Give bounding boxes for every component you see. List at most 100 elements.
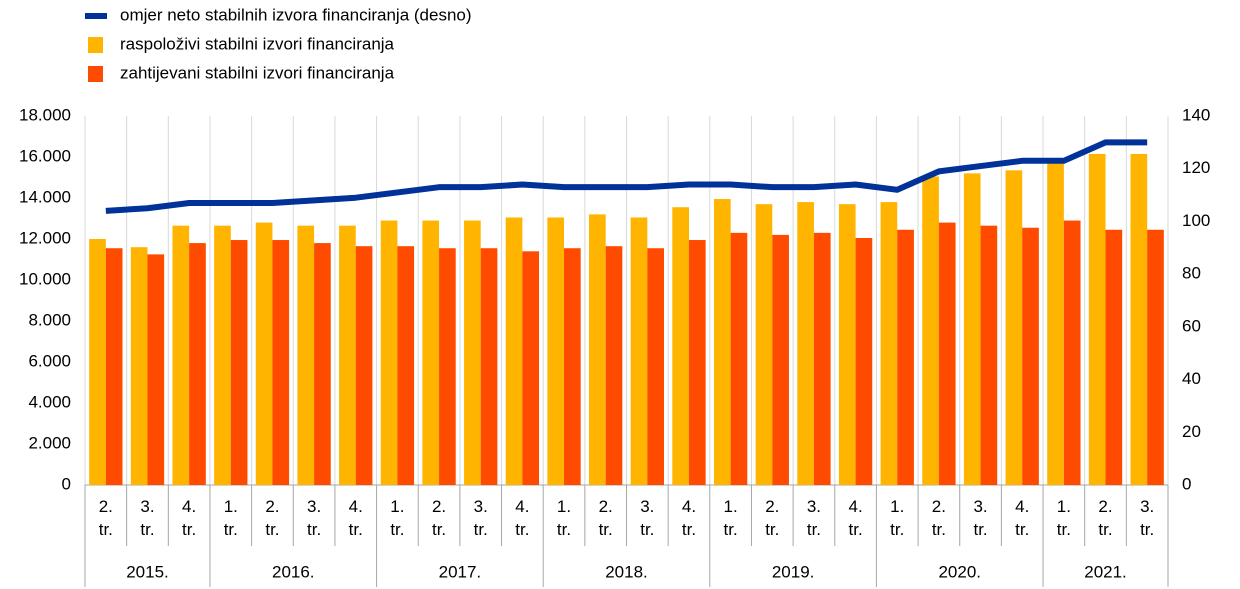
- bar: [980, 225, 998, 486]
- bar: [339, 225, 356, 486]
- bar: [130, 247, 148, 485]
- x-tick-label: 2. tr.: [99, 497, 113, 539]
- legend-swatch: [88, 37, 103, 53]
- bar: [605, 246, 623, 485]
- bar: [1022, 227, 1039, 485]
- bar: [147, 254, 165, 485]
- y-tick-label: 0: [62, 474, 71, 493]
- bar: [297, 225, 315, 486]
- y2-tick-label: 60: [1182, 316, 1201, 335]
- y2-tick-label: 0: [1182, 474, 1191, 493]
- y2-tick-label: 120: [1182, 158, 1210, 177]
- bar: [1130, 153, 1148, 486]
- bar: [713, 199, 731, 485]
- y-tick-label: 4.000: [28, 392, 71, 411]
- bar: [630, 217, 648, 485]
- x-tick-label: 3. tr.: [640, 497, 654, 539]
- bar: [564, 248, 581, 485]
- y2-tick-label: 40: [1182, 369, 1201, 388]
- y-tick-label: 14.000: [19, 187, 71, 206]
- bar: [89, 239, 106, 485]
- x-tick-label: 2. tr.: [432, 497, 446, 539]
- x-tick-label: 4. tr.: [182, 497, 196, 539]
- legend-swatch: [88, 66, 103, 82]
- bar: [380, 220, 398, 486]
- bar: [755, 204, 773, 485]
- bar: [214, 225, 231, 486]
- bar: [938, 222, 956, 485]
- bar: [355, 246, 373, 485]
- bar: [963, 173, 981, 485]
- y2-tick-label: 140: [1182, 105, 1210, 124]
- x-tick-label: 4. tr.: [682, 497, 696, 539]
- bar: [172, 225, 190, 486]
- x-tick-label: 1. tr.: [890, 497, 904, 539]
- bar: [730, 232, 748, 485]
- y-tick-label: 10.000: [19, 269, 71, 288]
- line: [105, 139, 1148, 214]
- x-tick-label: 3. tr.: [807, 497, 821, 539]
- bar: [105, 248, 123, 485]
- x-tick-label: 1. tr.: [390, 497, 404, 539]
- group-label: 2016.: [272, 562, 315, 581]
- x-tick-label: 4. tr.: [515, 497, 529, 539]
- group-label: 2018.: [605, 562, 648, 581]
- y-tick-label: 16.000: [19, 146, 71, 165]
- bar: [422, 220, 440, 486]
- x-tick-label: 2. tr.: [265, 497, 279, 539]
- bar: [922, 176, 939, 485]
- legend-label: raspoloživi stabilni izvori financiranja: [120, 34, 395, 53]
- bar: [1005, 170, 1023, 485]
- y-tick-label: 18.000: [19, 105, 71, 124]
- bar: [897, 229, 914, 485]
- bar: [230, 240, 248, 485]
- bar: [772, 234, 789, 485]
- bar: [189, 243, 206, 485]
- x-tick-label: 3. tr.: [474, 497, 488, 539]
- y-tick-label: 12.000: [19, 228, 71, 247]
- x-tick-label: 3. tr.: [973, 497, 987, 539]
- x-tick-label: 4. tr.: [849, 497, 863, 539]
- bar: [797, 202, 814, 485]
- x-tick-label: 2. tr.: [1098, 497, 1112, 539]
- x-tick-label: 4. tr.: [349, 497, 363, 539]
- x-tick-label: 1. tr.: [724, 497, 738, 539]
- bar: [1147, 229, 1164, 485]
- x-tick-label: 1. tr.: [1057, 497, 1071, 539]
- bar: [255, 222, 273, 485]
- bar: [855, 237, 873, 485]
- y-tick-label: 8.000: [28, 310, 71, 329]
- group-label: 2021.: [1084, 562, 1127, 581]
- bar: [464, 220, 481, 486]
- bar: [688, 240, 706, 485]
- x-tick-label: 3. tr.: [140, 497, 154, 539]
- x-tick-label: 2. tr.: [599, 497, 613, 539]
- group-label: 2015.: [126, 562, 169, 581]
- x-tick-label: 4. tr.: [1015, 497, 1029, 539]
- bar: [647, 248, 664, 485]
- y2-tick-label: 20: [1182, 422, 1201, 441]
- y2-tick-label: 80: [1182, 264, 1201, 283]
- x-tick-label: 2. tr.: [765, 497, 779, 539]
- group-label: 2017.: [439, 562, 482, 581]
- bar: [547, 217, 565, 485]
- bar: [439, 248, 456, 485]
- bar: [589, 214, 606, 485]
- legend-label: zahtijevani stabilni izvori financiranja: [120, 63, 395, 82]
- bar: [1105, 229, 1123, 485]
- y-tick-label: 2.000: [28, 433, 71, 452]
- x-tick-label: 3. tr.: [307, 497, 321, 539]
- bar: [397, 246, 415, 485]
- bar: [480, 248, 498, 485]
- bar: [1063, 220, 1081, 486]
- bar: [505, 217, 523, 485]
- bar: [272, 240, 290, 485]
- x-tick-label: 2. tr.: [932, 497, 946, 539]
- y-tick-label: 6.000: [28, 351, 71, 370]
- group-label: 2020.: [938, 562, 981, 581]
- bar: [1047, 160, 1064, 485]
- y2-tick-label: 100: [1182, 211, 1210, 230]
- bar: [880, 202, 898, 485]
- bar: [838, 204, 856, 485]
